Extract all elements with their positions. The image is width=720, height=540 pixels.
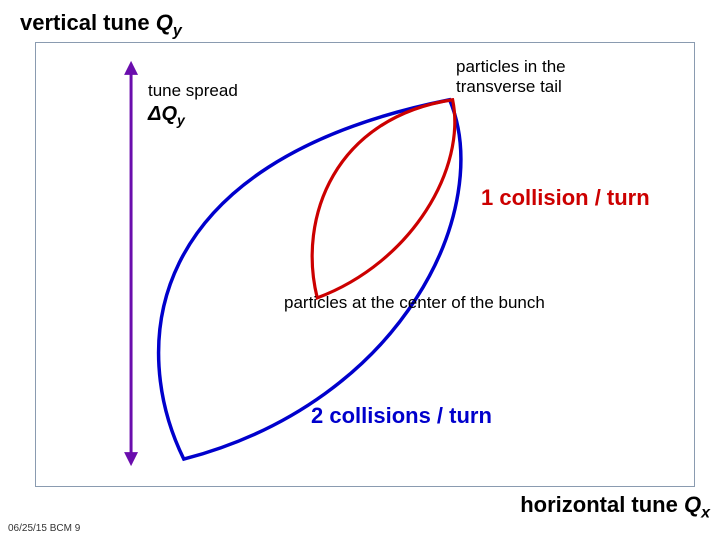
- tail-line2: transverse tail: [456, 77, 562, 96]
- horizontal-tune-text: horizontal tune: [520, 492, 684, 517]
- horizontal-tune-var: Q: [684, 492, 701, 517]
- vertical-tune-title: vertical tune Qy: [20, 10, 182, 40]
- delta-q-label: ΔQy: [148, 103, 185, 128]
- horizontal-tune-sub: x: [701, 504, 710, 521]
- vertical-tune-sub: y: [173, 22, 182, 39]
- delta-sub: y: [177, 112, 185, 128]
- transverse-tail-label: particles in the transverse tail: [456, 57, 566, 96]
- one-collision-label: 1 collision / turn: [481, 185, 650, 211]
- tune-spread-label: tune spread: [148, 81, 238, 101]
- delta-prefix: Δ: [148, 103, 161, 125]
- tune-spread-arrow: [124, 61, 138, 466]
- tail-line1: particles in the: [456, 57, 566, 76]
- vertical-tune-var: Q: [156, 10, 173, 35]
- plot-frame: tune spread ΔQy particles in the transve…: [35, 42, 695, 487]
- footer-text: 06/25/15 BCM 9: [8, 523, 80, 534]
- two-collisions-label: 2 collisions / turn: [311, 403, 492, 429]
- horizontal-tune-title: horizontal tune Qx: [520, 492, 710, 522]
- delta-var: Q: [161, 103, 177, 125]
- center-bunch-label: particles at the center of the bunch: [284, 293, 545, 313]
- vertical-tune-text: vertical tune: [20, 10, 156, 35]
